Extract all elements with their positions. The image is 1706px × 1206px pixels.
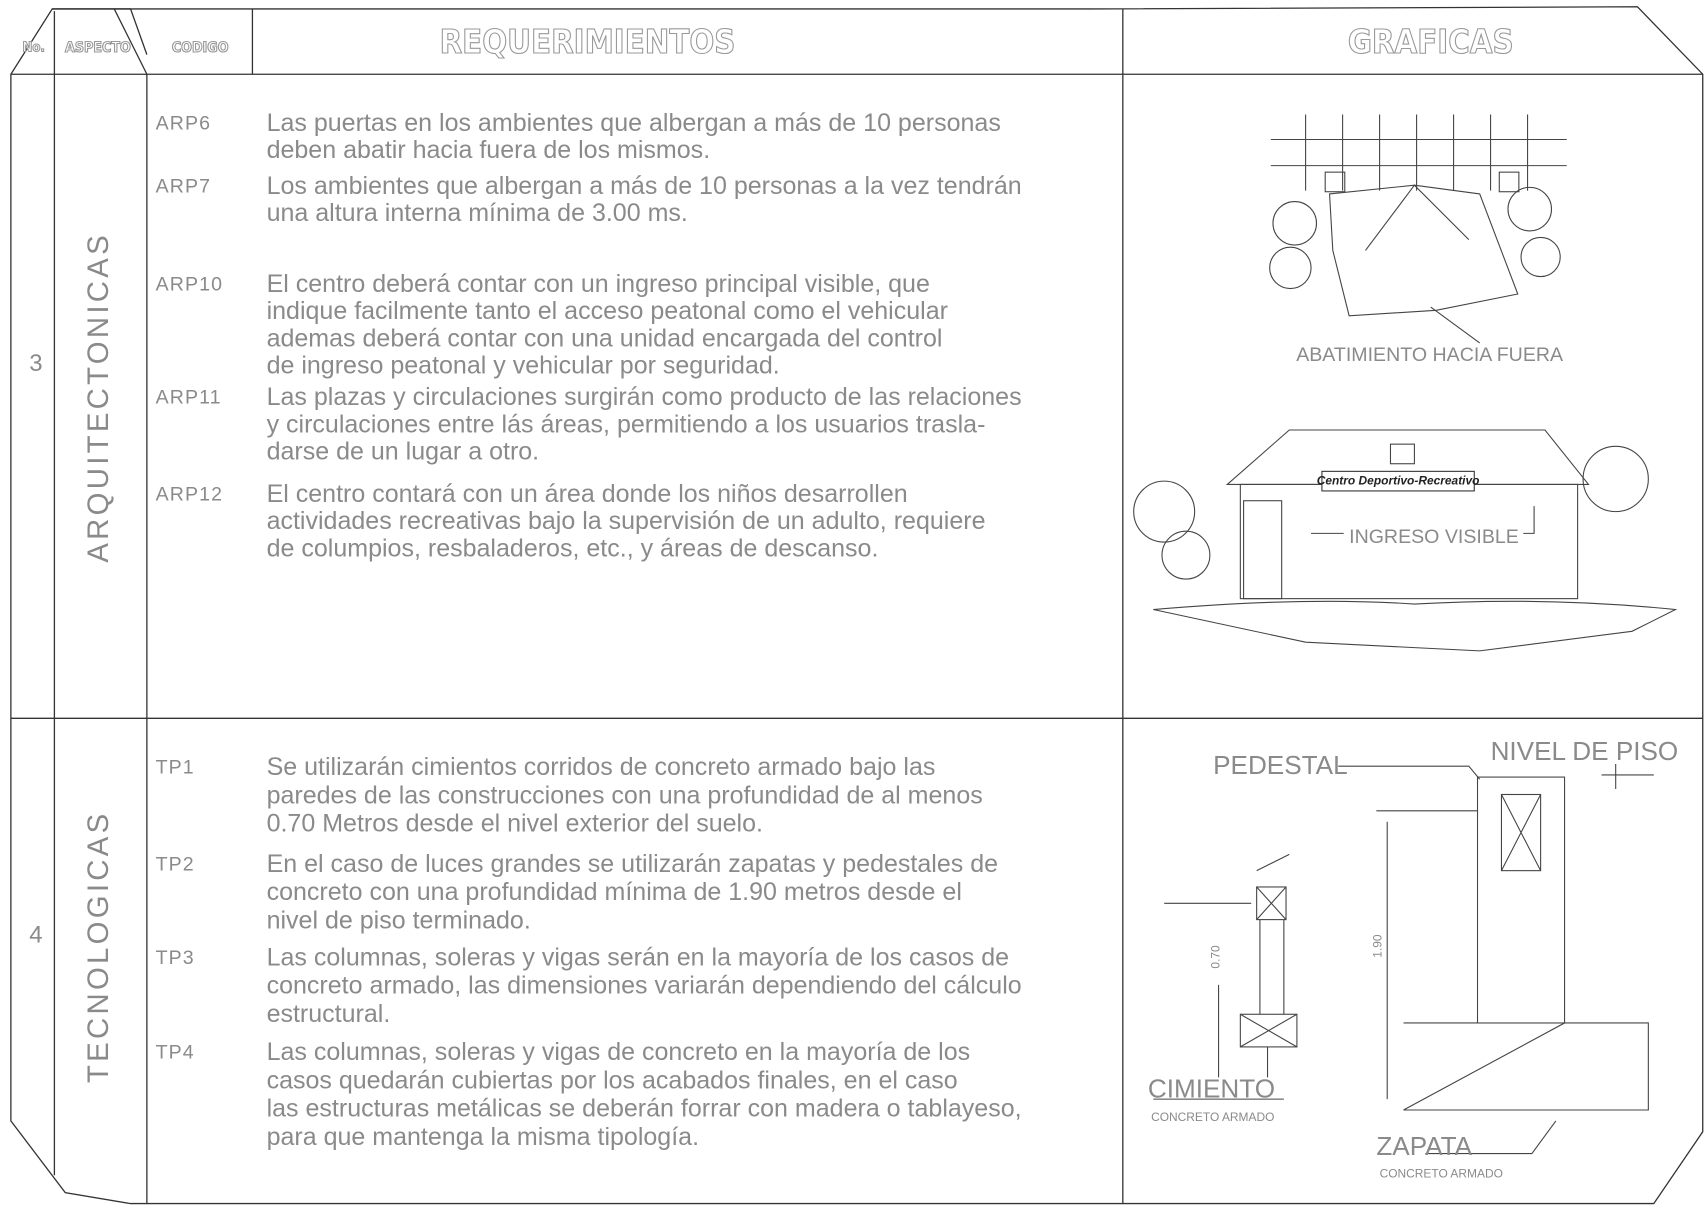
requirement-code: TP1 (156, 757, 195, 779)
requirement-line: ademas deberá contar con una unidad enca… (267, 324, 943, 352)
requirement-line: concreto armado, las dimensiones variará… (267, 972, 1022, 1000)
requirement-line: Las columnas, soleras y vigas serán en l… (267, 943, 1010, 971)
section-number: 3 (29, 350, 42, 377)
pedestal-label: PEDESTAL (1213, 750, 1347, 780)
requirement-line: El centro contará con un área donde los … (267, 480, 908, 508)
requirement-line: Los ambientes que albergan a más de 10 p… (267, 172, 1022, 200)
requirement-code: ARP10 (156, 273, 223, 295)
door-label: ABATIMIENTO HACIA FUERA (1296, 344, 1564, 366)
header-code: CODIGO (172, 40, 229, 56)
requirement-code: ARP6 (156, 112, 211, 134)
footing-label: ZAPATA (1376, 1131, 1472, 1161)
requirement-line: nivel de piso terminado. (267, 906, 531, 934)
foundation-material: CONCRETO ARMADO (1151, 1110, 1274, 1124)
requirement-line: paredes de las construcciones con una pr… (267, 781, 983, 809)
depth-large: 1.90 (1371, 934, 1385, 958)
requirement-line: casos quedarán cubiertas por los acabado… (267, 1066, 958, 1094)
foundation-label: CIMIENTO (1148, 1073, 1275, 1103)
requirement-line: para que mantenga la misma tipología. (267, 1123, 699, 1151)
requirement-line: concreto con una profundidad mínima de 1… (267, 878, 962, 906)
requirement-line: El centro deberá contar con un ingreso p… (267, 270, 930, 298)
header-requirements: REQUERIMIENTOS (440, 23, 736, 61)
requirement-line: una altura interna mínima de 3.00 ms. (267, 199, 688, 227)
requirement-code: ARP11 (156, 387, 222, 409)
requirement-line: las estructuras metálicas se deberán for… (267, 1095, 1022, 1123)
requirement-line: actividades recreativas bajo la supervis… (267, 507, 986, 535)
requirement-code: TP3 (156, 947, 195, 969)
requirement-code: ARP12 (156, 483, 223, 505)
foundation-drawing (1153, 764, 1654, 1155)
requirement-line: Las columnas, soleras y vigas de concret… (267, 1038, 971, 1066)
header-aspect: ASPECTO (65, 40, 131, 56)
table-frame (10, 6, 1704, 1205)
requirement-code: ARP7 (156, 176, 211, 198)
requirement-line: 0.70 Metros desde el nivel exterior del … (267, 810, 763, 838)
requirement-line: Las puertas en los ambientes que alberga… (267, 109, 1001, 137)
requirement-line: estructural. (267, 1000, 391, 1028)
requirement-line: deben abatir hacia fuera de los mismos. (267, 136, 711, 164)
requirement-line: de ingreso peatonal y vehicular por segu… (267, 352, 780, 380)
sign-board (1321, 470, 1475, 492)
footing-material: CONCRETO ARMADO (1380, 1166, 1503, 1180)
requirement-line: y circulaciones entre lás áreas, permiti… (267, 410, 986, 438)
requirement-line: de columpios, resbaladeros, etc., y área… (267, 534, 879, 562)
sign-text: Centro Deportivo-Recreativo (1317, 473, 1480, 487)
header-graphics: GRAFICAS (1348, 23, 1514, 61)
door-plan-drawing (1269, 114, 1567, 344)
requirement-line: indique facilmente tanto el acceso peato… (267, 297, 948, 325)
requirement-line: darse de un lugar a otro. (267, 437, 540, 465)
requirement-line: En el caso de luces grandes se utilizará… (267, 850, 998, 878)
header-no: No. (23, 41, 45, 56)
requirement-line: Las plazas y circulaciones surgirán como… (267, 383, 1022, 411)
section-number: 4 (29, 921, 42, 948)
entry-label: INGRESO VISIBLE (1349, 526, 1519, 548)
requirement-code: TP4 (156, 1042, 195, 1064)
aspect-label: ARQUITECTONICAS (82, 232, 115, 563)
depth-small: 0.70 (1209, 945, 1223, 969)
requirement-code: TP2 (156, 853, 195, 875)
aspect-label: TECNOLOGICAS (82, 811, 115, 1083)
requirement-line: Se utilizarán cimientos corridos de conc… (267, 753, 936, 781)
floor-level-label: NIVEL DE PISO (1491, 736, 1679, 766)
